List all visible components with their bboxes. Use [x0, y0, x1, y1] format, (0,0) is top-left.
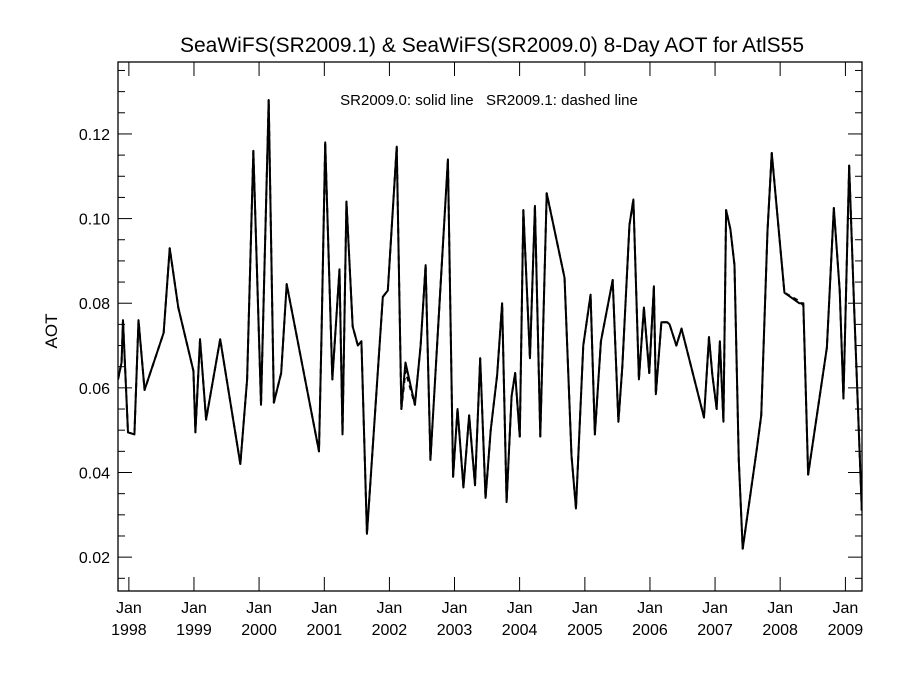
- chart-title: SeaWiFS(SR2009.1) & SeaWiFS(SR2009.0) 8-…: [180, 34, 804, 57]
- x-tick-label-month: Jan: [311, 600, 337, 617]
- x-tick-label-month: Jan: [116, 600, 142, 617]
- x-tick-label-month: Jan: [377, 600, 403, 617]
- x-tick-label-year: 2006: [632, 622, 668, 639]
- x-tick-label-year: 2003: [437, 622, 473, 639]
- series-line-sr2009-1: [118, 99, 862, 550]
- y-axis-label: AOT: [42, 314, 61, 349]
- y-tick-label: 0.06: [79, 381, 110, 398]
- x-tick-label-month: Jan: [572, 600, 598, 617]
- y-tick-label: 0.12: [79, 127, 110, 144]
- series-line-sr2009-0: [118, 99, 862, 550]
- y-tick-label: 0.04: [79, 466, 110, 483]
- x-tick-label-month: Jan: [833, 600, 859, 617]
- x-tick-label-month: Jan: [702, 600, 728, 617]
- x-tick-label-year: 2009: [828, 622, 864, 639]
- x-tick-label-year: 2001: [307, 622, 343, 639]
- legend-annotation: SR2009.0: solid line SR2009.1: dashed li…: [340, 92, 638, 109]
- x-tick-label-year: 2008: [762, 622, 798, 639]
- x-tick-label-month: Jan: [637, 600, 663, 617]
- x-tick-label-month: Jan: [507, 600, 533, 617]
- y-tick-label: 0.02: [79, 550, 110, 567]
- x-tick-label-month: Jan: [246, 600, 272, 617]
- plot-frame: [117, 61, 863, 592]
- x-tick-label-year: 2005: [567, 622, 603, 639]
- plot-area: 0.02 0.04 0.06 0.08 0.10 0.12 Jan 1998 Jan 1999 Ja…: [79, 61, 864, 639]
- y-tick-label: 0.10: [79, 212, 110, 229]
- x-tick-label-year: 2007: [697, 622, 733, 639]
- x-tick-label-month: Jan: [442, 600, 468, 617]
- x-tick-label-year: 2002: [372, 622, 408, 639]
- x-tick-label-month: Jan: [181, 600, 207, 617]
- x-tick-label-year: 2000: [241, 622, 277, 639]
- x-tick-label-year: 1998: [111, 622, 147, 639]
- y-tick-label: 0.08: [79, 296, 110, 313]
- x-tick-label-year: 2004: [502, 622, 538, 639]
- x-tick-label-month: Jan: [767, 600, 793, 617]
- x-tick-label-year: 1999: [176, 622, 212, 639]
